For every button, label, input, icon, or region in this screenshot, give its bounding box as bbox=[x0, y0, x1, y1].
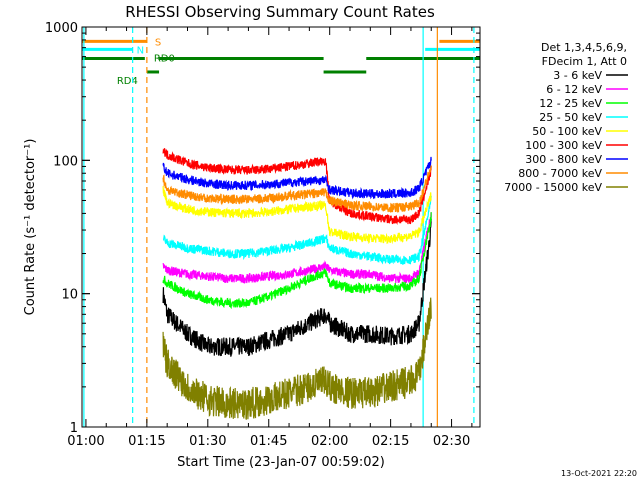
series-line-3 bbox=[162, 212, 432, 310]
legend-label-1: 3 - 6 keV bbox=[553, 69, 602, 82]
series-line-7 bbox=[162, 156, 432, 200]
x-tick-label-5: 02:00 bbox=[311, 434, 348, 449]
flag-bars: SN RD0 RD4 bbox=[82, 37, 480, 87]
x-axis-label: Start Time (23-Jan-07 00:59:02) bbox=[177, 455, 385, 470]
legend-label-2: 6 - 12 keV bbox=[546, 83, 602, 96]
series-line-4 bbox=[162, 195, 432, 266]
y-tick-label-1: 1 bbox=[70, 421, 78, 436]
series-line-8 bbox=[162, 165, 432, 214]
x-tick-label-7: 02:30 bbox=[433, 434, 470, 449]
flag-label-rd0: RD0 bbox=[154, 54, 175, 65]
flag-label-s: S bbox=[155, 37, 161, 48]
legend-label-3: 12 - 25 keV bbox=[539, 97, 602, 110]
series-line-1 bbox=[162, 218, 432, 357]
series-line-6 bbox=[162, 148, 432, 226]
series-line-5 bbox=[162, 186, 432, 245]
y-tick-label-4: 1000 bbox=[45, 21, 78, 36]
chart-title: RHESSI Observing Summary Count Rates bbox=[125, 3, 435, 21]
legend-label-6: 100 - 300 keV bbox=[525, 139, 602, 152]
legend-label-4: 25 - 50 keV bbox=[539, 111, 602, 124]
footer-timestamp: 13-Oct-2021 22:20 bbox=[561, 469, 637, 478]
x-tick-label-6: 02:15 bbox=[372, 434, 409, 449]
x-tick-label-3: 01:30 bbox=[189, 434, 226, 449]
flag-label-rd4: RD4 bbox=[117, 76, 138, 87]
y-tick-label-3: 100 bbox=[53, 154, 78, 169]
y-axis: 1 10 100 1000 bbox=[45, 21, 480, 436]
legend-label-7: 300 - 800 keV bbox=[525, 153, 602, 166]
y-axis-label: Count Rate (s⁻¹ detector⁻¹) bbox=[23, 139, 38, 316]
plot-frame bbox=[81, 26, 481, 428]
series-line-2 bbox=[162, 212, 432, 284]
legend-label-8: 800 - 7000 keV bbox=[518, 167, 602, 180]
x-axis: 01:00 01:15 01:30 01:45 02:00 02:15 02:30 bbox=[67, 27, 473, 449]
legend-label-9: 7000 - 15000 keV bbox=[504, 181, 602, 194]
flag-label-n: N bbox=[137, 45, 144, 56]
legend-header-1: Det 1,3,4,5,6,9, bbox=[541, 41, 627, 54]
x-tick-label-1: 01:00 bbox=[67, 434, 104, 449]
series-group bbox=[162, 148, 432, 420]
x-tick-label-2: 01:15 bbox=[128, 434, 165, 449]
legend-label-5: 50 - 100 keV bbox=[532, 125, 602, 138]
x-tick-label-4: 01:45 bbox=[250, 434, 287, 449]
y-tick-label-2: 10 bbox=[61, 288, 78, 303]
series-line-9 bbox=[162, 297, 432, 420]
legend-header-2: FDecim 1, Att 0 bbox=[542, 55, 627, 68]
legend: Det 1,3,4,5,6,9,FDecim 1, Att 03 - 6 keV… bbox=[504, 41, 628, 194]
vertical-markers bbox=[83, 27, 475, 427]
